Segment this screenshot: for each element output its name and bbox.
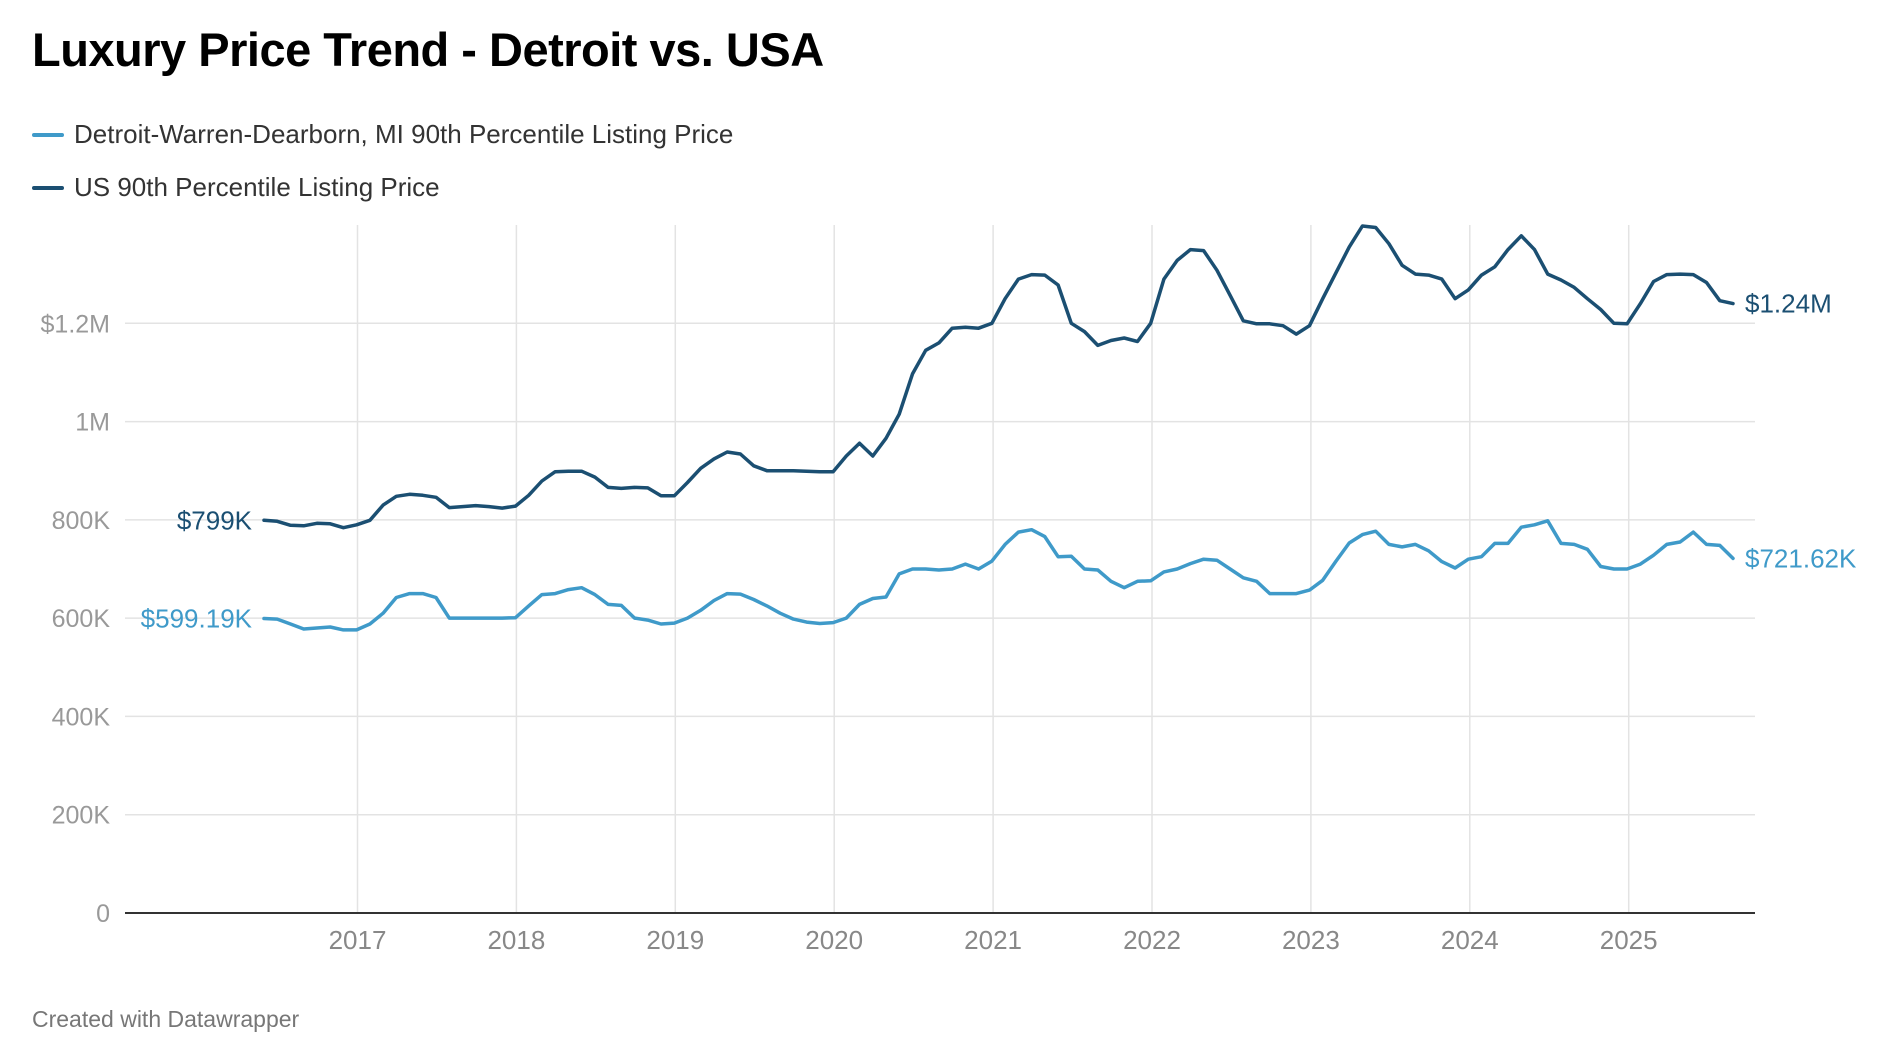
legend-swatch-detroit [32,132,64,137]
x-tick-label: 2019 [646,925,704,955]
series-end-label-detroit: $721.62K [1745,543,1857,573]
y-tick-label: $1.2M [41,310,110,338]
legend-item-us: US 90th Percentile Listing Price [32,161,733,214]
x-tick-label: 2023 [1282,925,1340,955]
y-tick-label: 1M [75,409,110,437]
footer-credit: Created with Datawrapper [32,1006,300,1032]
series-line-us [262,224,1735,530]
legend-label-detroit: Detroit-Warren-Dearborn, MI 90th Percent… [74,119,734,149]
x-tick-label: 2017 [329,925,387,955]
chart-title: Luxury Price Trend - Detroit vs. USA [32,23,824,76]
legend-swatch-us [32,185,64,190]
x-tick-label: 2025 [1600,925,1658,955]
series-end-label-us: $1.24M [1745,289,1832,319]
x-tick-label: 2024 [1441,925,1499,955]
x-tick-label: 2022 [1123,925,1181,955]
y-tick-label: 800K [52,507,111,535]
legend-label-us: US 90th Percentile Listing Price [74,172,440,202]
x-tick-label: 2020 [805,925,863,955]
legend: Detroit-Warren-Dearborn, MI 90th Percent… [32,108,733,214]
x-tick-label: 2018 [487,925,545,955]
series-line-detroit [262,519,1735,632]
y-tick-label: 400K [52,703,111,731]
x-tick-label: 2021 [964,925,1022,955]
y-tick-label: 200K [52,802,111,830]
legend-item-detroit: Detroit-Warren-Dearborn, MI 90th Percent… [32,108,733,161]
series-start-label-us: $799K [177,505,253,535]
line-chart: 0 200K 400K 600K 800K 1M $1.2M 2017 2018 2019 2020… [41,224,1857,955]
series-start-label-detroit: $599.19K [141,604,253,634]
y-tick-label: 0 [96,900,110,928]
y-tick-label: 600K [52,605,111,633]
